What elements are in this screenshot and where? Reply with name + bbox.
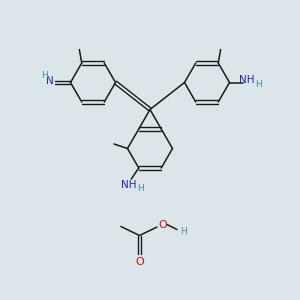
Text: O: O	[158, 220, 167, 230]
Text: NH: NH	[239, 75, 255, 85]
Text: H: H	[180, 227, 186, 236]
Text: H: H	[255, 80, 262, 89]
Text: H: H	[41, 70, 48, 80]
Text: H: H	[137, 184, 144, 194]
Text: NH: NH	[121, 180, 136, 190]
Text: N: N	[46, 76, 54, 86]
Text: O: O	[135, 257, 144, 267]
